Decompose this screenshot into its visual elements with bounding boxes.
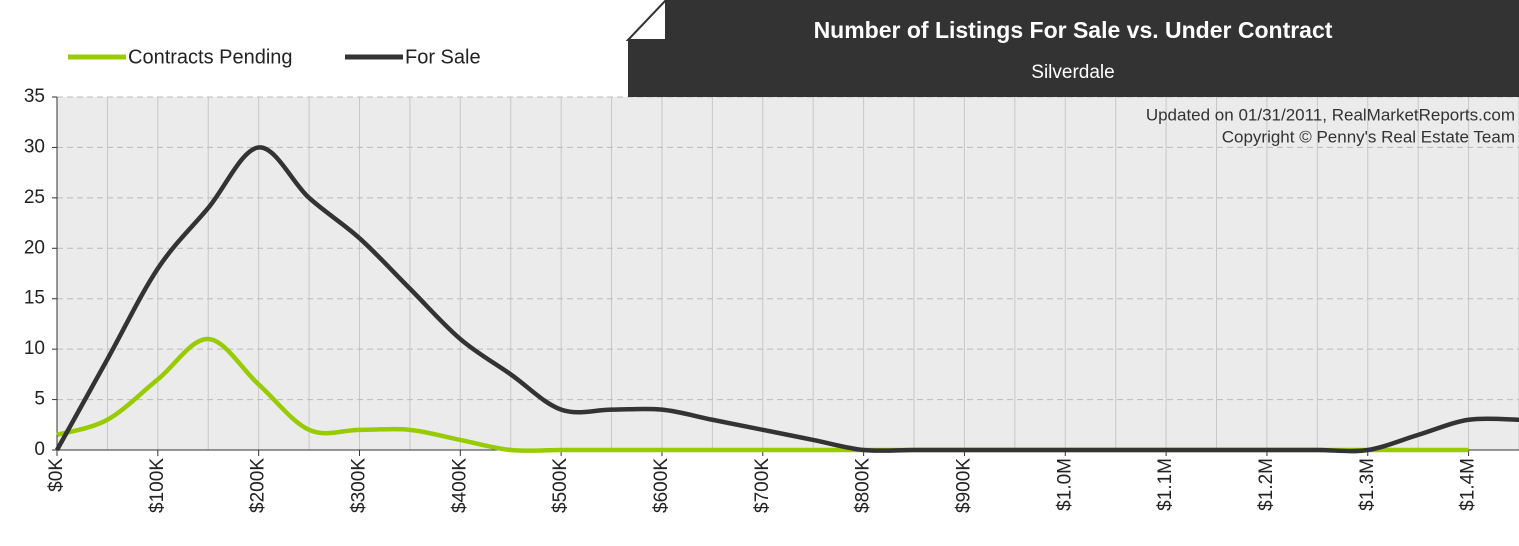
x-tick-label: $200K — [248, 458, 269, 513]
x-tick-label: $1.3M — [1357, 458, 1378, 511]
x-tick-label: $1.4M — [1458, 458, 1479, 511]
chart-title: Number of Listings For Sale vs. Under Co… — [814, 17, 1333, 43]
x-tick-label: $0K — [46, 458, 67, 492]
y-tick-label: 0 — [34, 439, 45, 460]
y-tick-label: 5 — [34, 389, 45, 410]
series-line — [55, 145, 1519, 454]
x-tick-label: $800K — [853, 458, 874, 513]
y-tick-label: 10 — [24, 338, 45, 359]
chart-subtitle: Silverdale — [1031, 62, 1114, 83]
x-tick-label: $100K — [147, 458, 168, 513]
y-tick-label: 15 — [24, 288, 45, 309]
x-tick-label: $600K — [651, 458, 672, 513]
title-box — [628, 0, 1519, 97]
x-tick-label: $300K — [348, 458, 369, 513]
x-tick-label: $500K — [550, 458, 571, 513]
x-tick-label: $900K — [953, 458, 974, 513]
x-tick-label: $1.1M — [1155, 458, 1176, 511]
y-tick-label: 35 — [24, 86, 45, 107]
legend-label: For Sale — [405, 46, 481, 68]
x-tick-label: $400K — [449, 458, 470, 513]
legend-label: Contracts Pending — [128, 46, 293, 68]
x-tick-label: $1.2M — [1256, 458, 1277, 511]
annotation: Copyright © Penny's Real Estate Team — [1222, 127, 1515, 146]
x-tick-label: $700K — [752, 458, 773, 513]
plot-area — [57, 97, 1519, 450]
x-tick-label: $1.0M — [1054, 458, 1075, 511]
annotation: Updated on 01/31/2011, RealMarketReports… — [1146, 105, 1515, 124]
title-fold — [625, 0, 667, 41]
y-tick-label: 20 — [24, 237, 45, 258]
y-tick-label: 30 — [24, 136, 45, 157]
y-tick-label: 25 — [24, 187, 45, 208]
